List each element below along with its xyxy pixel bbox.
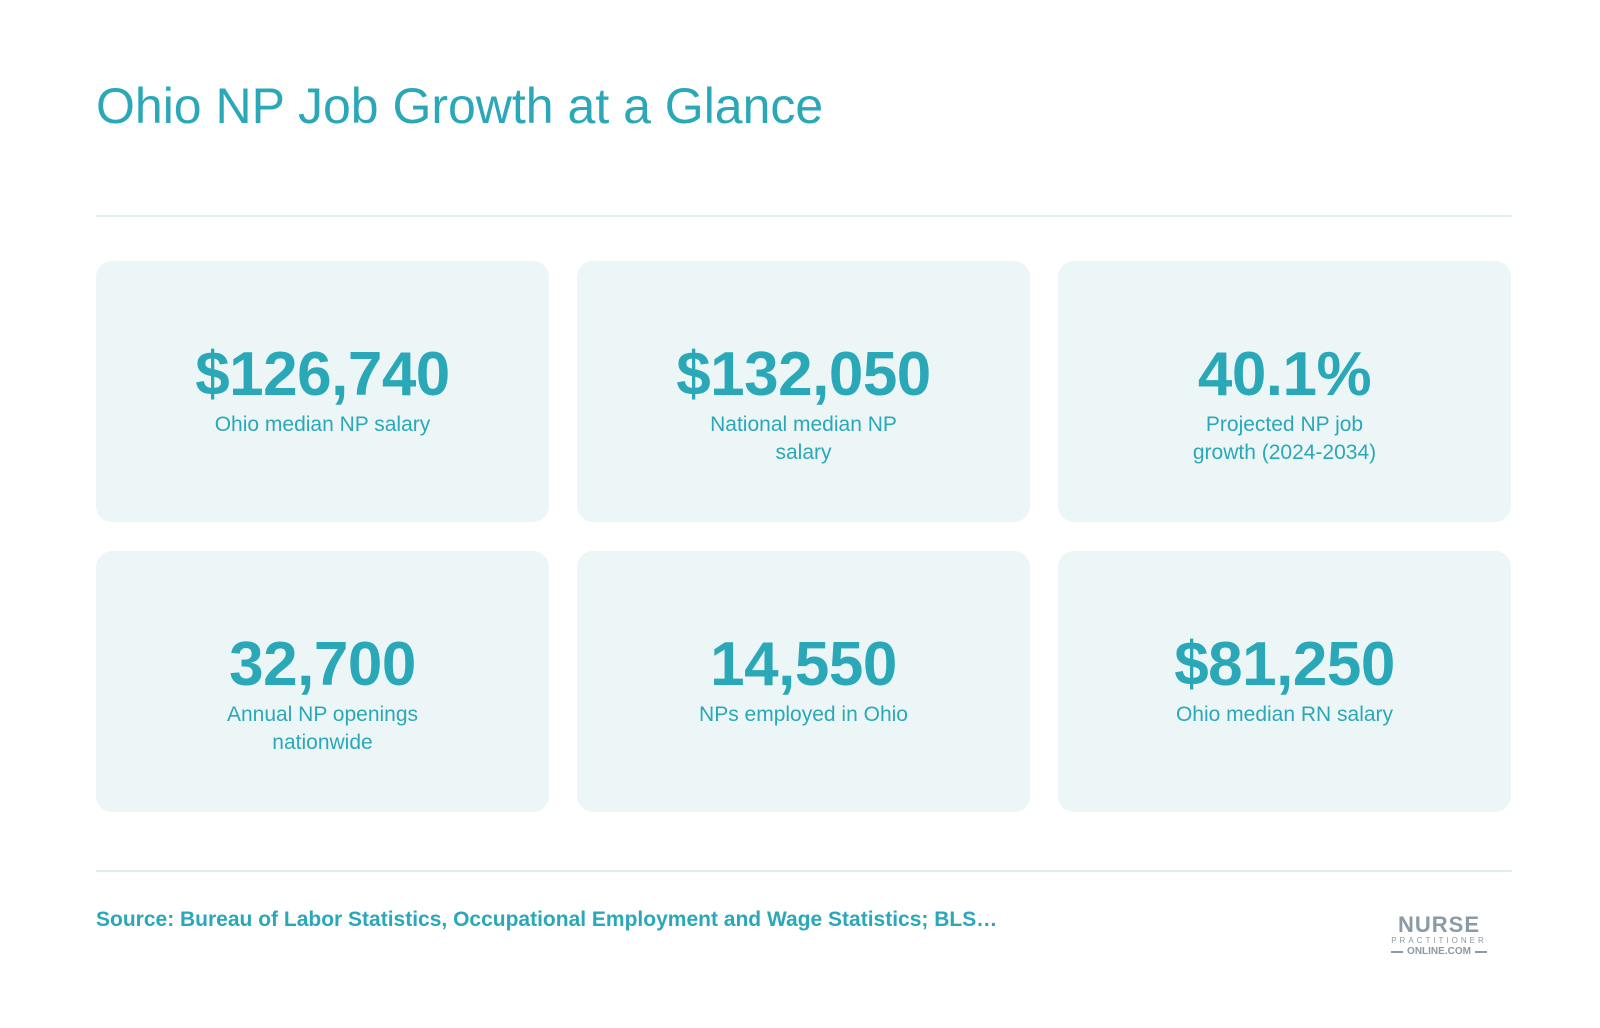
logo-text-domain: ONLINE.COM	[1407, 946, 1471, 957]
stat-label: NPs employed in Ohio	[699, 703, 908, 726]
bottom-divider	[96, 870, 1512, 872]
stats-grid: $126,740 Ohio median NP salary $132,050 …	[96, 261, 1512, 812]
stat-card-ohio-np-salary: $126,740 Ohio median NP salary	[96, 261, 549, 522]
brand-logo: NURSE PRACTITIONER ONLINE.COM	[1384, 914, 1494, 958]
stat-value: $132,050	[676, 340, 931, 409]
stat-value: 40.1%	[1197, 340, 1372, 409]
source-citation: Source: Bureau of Labor Statistics, Occu…	[96, 908, 998, 931]
logo-text-practitioner: PRACTITIONER	[1391, 936, 1487, 945]
stat-value: $81,250	[1174, 630, 1395, 699]
top-divider	[96, 215, 1512, 217]
logo-dash-left	[1391, 951, 1404, 953]
stat-card-ohio-rn-salary: $81,250 Ohio median RN salary	[1058, 551, 1511, 812]
stat-value: 14,550	[710, 630, 897, 699]
stat-label: National median NP salary	[710, 413, 897, 464]
stat-label: Ohio median RN salary	[1175, 703, 1394, 726]
stat-card-national-np-salary: $132,050 National median NP salary	[577, 261, 1030, 522]
stat-value: 32,700	[229, 630, 416, 699]
logo-text-online: ONLINE.COM	[1384, 946, 1494, 958]
logo-dash-right	[1474, 951, 1487, 953]
stat-card-nps-employed: 14,550 NPs employed in Ohio	[577, 551, 1030, 812]
stat-label: Projected NP job growth (2024-2034)	[1192, 413, 1377, 464]
stat-card-annual-openings: 32,700 Annual NP openings nationwide	[96, 551, 549, 812]
logo-text-nurse: NURSE	[1397, 912, 1480, 937]
stat-card-projected-growth: 40.1% Projected NP job growth (2024-2034…	[1058, 261, 1511, 522]
stat-label: Annual NP openings nationwide	[226, 703, 419, 754]
stat-label: Ohio median NP salary	[214, 413, 431, 436]
page-title: Ohio NP Job Growth at a Glance	[96, 78, 824, 134]
stat-value: $126,740	[195, 340, 450, 409]
